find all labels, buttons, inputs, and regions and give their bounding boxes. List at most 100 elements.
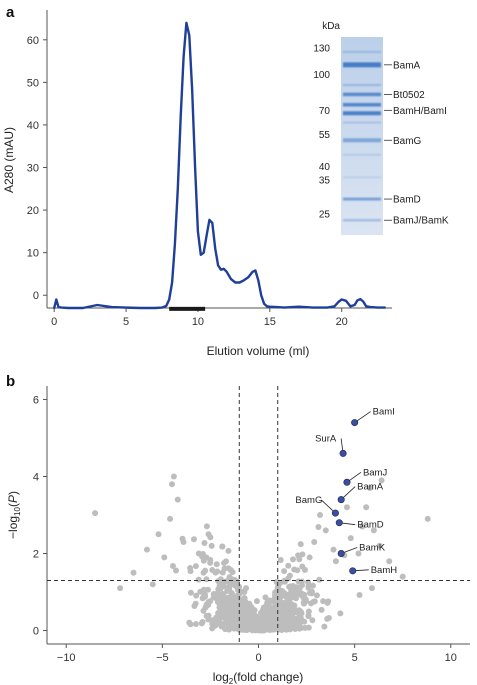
y-axis-label-b: −log10(P): [6, 491, 22, 539]
data-point: [363, 504, 370, 511]
x-tick-label-b: −10: [57, 652, 76, 664]
gel-band: [343, 111, 381, 116]
data-point: [219, 543, 226, 550]
highlighted-points: BamI SurA BamJ BamA BamG BamD BamK BamH: [295, 407, 397, 576]
gel-bands: [343, 50, 381, 222]
data-point: [191, 603, 198, 610]
axis-ticks-a: 0 5 10 15 20 0 10 20 30 40 50 60: [27, 35, 348, 328]
data-point: [330, 546, 337, 553]
band-label: BamG: [393, 136, 422, 147]
data-point: [376, 542, 383, 549]
data-point: [233, 599, 240, 606]
mw-marker-label: 55: [319, 130, 331, 141]
data-point: [306, 554, 313, 561]
mw-marker-label: 100: [313, 70, 330, 81]
data-point: [322, 527, 329, 534]
gel-band: [343, 218, 381, 222]
data-point: [199, 618, 206, 625]
data-point: [228, 615, 235, 622]
data-point: [316, 576, 323, 583]
highlighted-point: [331, 509, 339, 517]
data-point: [205, 531, 212, 538]
data-point: [222, 610, 229, 617]
data-point: [332, 558, 339, 565]
y-tick-label-a: 0: [33, 290, 39, 302]
highlighted-point: [351, 419, 359, 427]
data-point: [209, 567, 216, 574]
data-point: [288, 592, 295, 599]
data-point: [309, 617, 316, 624]
mw-marker-label: 40: [319, 162, 331, 173]
gel-band: [343, 154, 381, 156]
band-label: BamA: [393, 60, 421, 71]
data-point: [295, 578, 302, 585]
data-point: [289, 556, 296, 563]
y-tick-label-a: 60: [27, 35, 39, 47]
data-point: [222, 558, 229, 565]
y-tick-label-a: 30: [27, 163, 39, 175]
data-point: [285, 562, 292, 569]
y-tick-label-a: 20: [27, 205, 39, 217]
x-axis-label-b: log2(fold change): [213, 670, 304, 685]
gel-band: [343, 92, 381, 97]
data-point: [359, 523, 366, 530]
data-point: [240, 617, 247, 624]
data-point: [155, 531, 162, 538]
data-point: [204, 586, 211, 593]
data-point: [287, 612, 294, 619]
data-point: [248, 615, 255, 622]
data-point: [301, 618, 308, 625]
data-point: [205, 598, 212, 605]
axis-ticks-b: −10 −5 0 5 10 0 2 4 6: [33, 394, 457, 664]
data-point: [281, 625, 288, 632]
data-point: [143, 546, 150, 553]
y-tick-label-b: 6: [33, 394, 39, 406]
y-tick-label-b: 2: [33, 549, 39, 561]
band-label: BamD: [393, 195, 421, 206]
y-tick-label-a: 50: [27, 77, 39, 89]
gel-band: [343, 62, 381, 68]
data-point: [347, 535, 354, 542]
data-point: [167, 515, 174, 522]
data-point: [195, 576, 202, 583]
data-point: [272, 602, 279, 609]
data-point: [217, 592, 224, 599]
data-point: [317, 512, 324, 518]
data-point: [192, 563, 199, 570]
gel-band: [343, 102, 381, 107]
data-point: [173, 567, 180, 574]
data-point: [226, 574, 233, 581]
data-point: [192, 620, 199, 627]
kda-header: kDa: [322, 21, 340, 32]
data-point: [203, 576, 210, 583]
data-point: [281, 568, 288, 575]
sds-page-gel-inset: kDa 130 100 70 55 40 35 25 BamA Bt0502 BamH/BamI B…: [313, 21, 449, 235]
mw-marker-label: 70: [319, 106, 331, 117]
highlighted-point: [337, 550, 345, 558]
data-point: [337, 610, 344, 617]
data-point: [298, 624, 305, 631]
y-tick-label-b: 0: [33, 626, 39, 638]
data-point: [209, 624, 216, 631]
data-point: [213, 561, 220, 568]
gel-lane: [341, 37, 383, 235]
elution-trace: [53, 21, 386, 310]
data-point: [370, 527, 377, 534]
gel-band: [343, 176, 381, 179]
data-point: [302, 598, 309, 605]
data-point: [311, 538, 318, 545]
x-tick-label-a: 15: [264, 316, 276, 328]
x-axis-label-a: Elution volume (ml): [207, 344, 310, 358]
x-tick-label-b: 5: [352, 652, 358, 664]
x-tick-label-b: 10: [445, 652, 457, 664]
band-label: BamJ/BamK: [393, 216, 449, 227]
gel-band: [343, 84, 381, 87]
data-point: [210, 617, 217, 624]
data-point: [149, 581, 156, 588]
x-tick-label-b: 0: [255, 652, 261, 664]
data-point: [130, 569, 137, 576]
data-point: [264, 599, 271, 606]
data-point: [262, 594, 269, 601]
gel-band: [343, 138, 381, 143]
